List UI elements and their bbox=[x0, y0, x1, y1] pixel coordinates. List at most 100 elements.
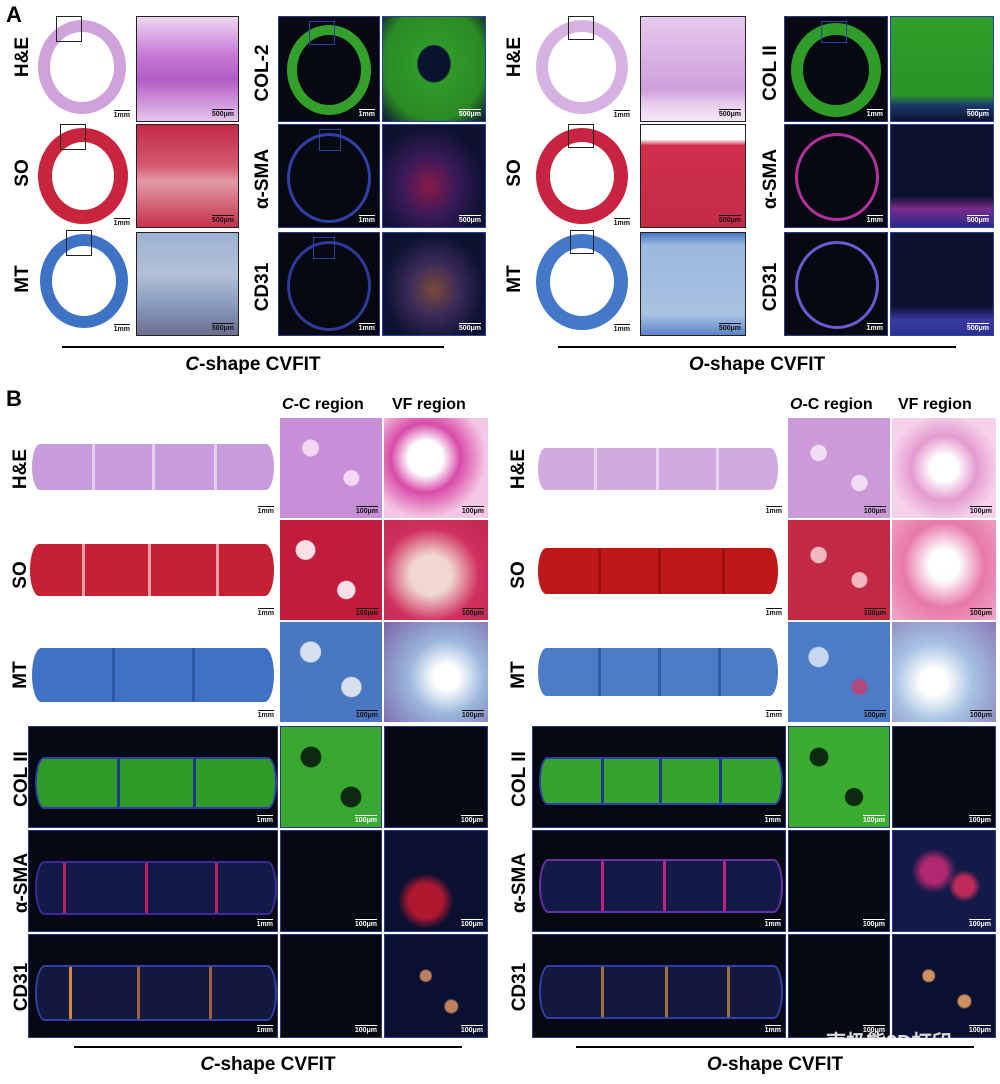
panel-b-letter: B bbox=[6, 386, 22, 411]
scale-bar: 100μm bbox=[461, 815, 483, 826]
scale-bar: 100μm bbox=[462, 506, 484, 517]
scale-bar: 1mm bbox=[257, 815, 273, 826]
col2-ring-image-right: 1mm bbox=[784, 16, 888, 122]
row-label-sma-right: α-SMA bbox=[760, 148, 781, 210]
scale-bar: 1mm bbox=[867, 109, 883, 120]
sma-zoom-image: 500μm bbox=[382, 124, 486, 228]
row-label-col2-b-right: COL II bbox=[509, 751, 530, 807]
so-vf-region-image-right: 100μm bbox=[892, 520, 996, 620]
scale-bar: 100μm bbox=[863, 815, 885, 826]
scale-bar: 1mm bbox=[766, 506, 782, 517]
scale-bar: 500μm bbox=[719, 109, 741, 120]
scale-bar: 100μm bbox=[970, 710, 992, 721]
sma-ring-image: 1mm bbox=[278, 124, 380, 228]
row-label-col2: COL-2 bbox=[252, 44, 273, 102]
roi-box bbox=[821, 21, 847, 43]
panel-a-letter: A bbox=[6, 2, 22, 27]
scale-bar: 1mm bbox=[258, 710, 274, 721]
caption-italic: O bbox=[688, 354, 704, 375]
mt-bar-image: 1mm bbox=[28, 622, 278, 722]
scale-bar: 500μm bbox=[212, 323, 234, 334]
caption-rule bbox=[576, 1046, 974, 1048]
scale-bar: 1mm bbox=[114, 324, 130, 335]
scale-bar: 500μm bbox=[967, 109, 989, 120]
he-zoom-image-right: 500μm bbox=[640, 16, 746, 122]
he-c-region-image: 100μm bbox=[280, 418, 382, 518]
sma-zoom-image-right: 500μm bbox=[890, 124, 994, 228]
scale-bar: 1mm bbox=[765, 1025, 781, 1036]
sma-vf-region-image-right: 100μm bbox=[892, 830, 996, 932]
col-header-rest: -C region bbox=[802, 396, 873, 413]
scale-bar: 100μm bbox=[462, 710, 484, 721]
scale-bar: 500μm bbox=[967, 215, 989, 226]
scale-bar: 1mm bbox=[766, 710, 782, 721]
row-label-he-right: H&E bbox=[504, 36, 525, 78]
scale-bar: 1mm bbox=[614, 324, 630, 335]
so-zoom-image-right: 500μm bbox=[640, 124, 746, 228]
caption-rest: -shape CVFIT bbox=[703, 354, 826, 375]
scale-bar: 1mm bbox=[258, 608, 274, 619]
caption-rule bbox=[62, 346, 444, 348]
so-ring-image: 1mm bbox=[34, 122, 134, 230]
caption-rest: -shape CVFIT bbox=[721, 1054, 844, 1075]
roi-box bbox=[313, 237, 335, 259]
col2-zoom-image-right: 500μm bbox=[890, 16, 994, 122]
so-c-region-image: 100μm bbox=[280, 520, 382, 620]
scale-bar: 100μm bbox=[863, 919, 885, 930]
row-label-col2-right: COL II bbox=[760, 45, 781, 101]
scale-bar: 1mm bbox=[359, 215, 375, 226]
row-label-he-b-right: H&E bbox=[508, 448, 529, 490]
sma-bar-image-right: 1mm bbox=[532, 830, 786, 932]
roi-box bbox=[319, 129, 341, 151]
cd31-ring-image-right: 1mm bbox=[784, 232, 888, 336]
row-label-cd31: CD31 bbox=[252, 262, 273, 312]
row-label-so-right: SO bbox=[504, 159, 525, 187]
he-bar-image-right: 1mm bbox=[532, 418, 786, 518]
scale-bar: 1mm bbox=[258, 506, 274, 517]
caption-rule bbox=[558, 346, 956, 348]
mt-ring-image-right: 1mm bbox=[530, 228, 634, 336]
caption-c-shape-a: C-shape CVFIT bbox=[62, 354, 444, 376]
caption-italic: O bbox=[706, 1054, 722, 1075]
mt-c-region-image: 100μm bbox=[280, 622, 382, 722]
col2-o-region-image: 100μm bbox=[788, 726, 890, 828]
mt-ring-image: 1mm bbox=[34, 228, 134, 336]
scale-bar: 100μm bbox=[969, 919, 991, 930]
he-vf-region-image: 100μm bbox=[384, 418, 488, 518]
cd31-ring-image: 1mm bbox=[278, 232, 380, 336]
row-label-he: H&E bbox=[12, 36, 33, 78]
so-bar-image-right: 1mm bbox=[532, 520, 786, 620]
scale-bar: 1mm bbox=[765, 815, 781, 826]
roi-box bbox=[568, 16, 594, 40]
scale-bar: 500μm bbox=[967, 323, 989, 334]
sma-vf-region-image: 100μm bbox=[384, 830, 488, 932]
row-label-so: SO bbox=[12, 159, 33, 187]
cd31-bar-image: 1mm bbox=[28, 934, 278, 1038]
cd31-c-region-image: 100μm bbox=[280, 934, 382, 1038]
scale-bar: 500μm bbox=[459, 215, 481, 226]
scale-bar: 100μm bbox=[864, 710, 886, 721]
caption-italic: C bbox=[200, 1054, 215, 1075]
row-label-mt: MT bbox=[12, 265, 33, 293]
scale-bar: 1mm bbox=[614, 110, 630, 121]
caption-o-shape-a: O-shape CVFIT bbox=[558, 354, 956, 376]
col2-ring-image: 1mm bbox=[278, 16, 380, 122]
mt-vf-region-image-right: 100μm bbox=[892, 622, 996, 722]
sma-ring-image-right: 1mm bbox=[784, 124, 888, 228]
he-ring-image: 1mm bbox=[34, 14, 134, 122]
mt-o-region-image: 100μm bbox=[788, 622, 890, 722]
mt-zoom-image-right: 500μm bbox=[640, 232, 746, 336]
row-label-mt-b-right: MT bbox=[508, 661, 529, 689]
mt-zoom-image: 500μm bbox=[136, 232, 239, 336]
row-label-mt-right: MT bbox=[504, 265, 525, 293]
row-label-so-b-right: SO bbox=[508, 561, 529, 589]
scale-bar: 100μm bbox=[356, 710, 378, 721]
scale-bar: 500μm bbox=[719, 215, 741, 226]
scale-bar: 100μm bbox=[462, 608, 484, 619]
scale-bar: 100μm bbox=[970, 608, 992, 619]
watermark: 南极熊3D打印 bbox=[826, 1032, 952, 1054]
row-label-sma-b-right: α-SMA bbox=[509, 852, 530, 914]
so-zoom-image: 500μm bbox=[136, 124, 239, 228]
col2-c-region-image: 100μm bbox=[280, 726, 382, 828]
scale-bar: 100μm bbox=[969, 1025, 991, 1036]
